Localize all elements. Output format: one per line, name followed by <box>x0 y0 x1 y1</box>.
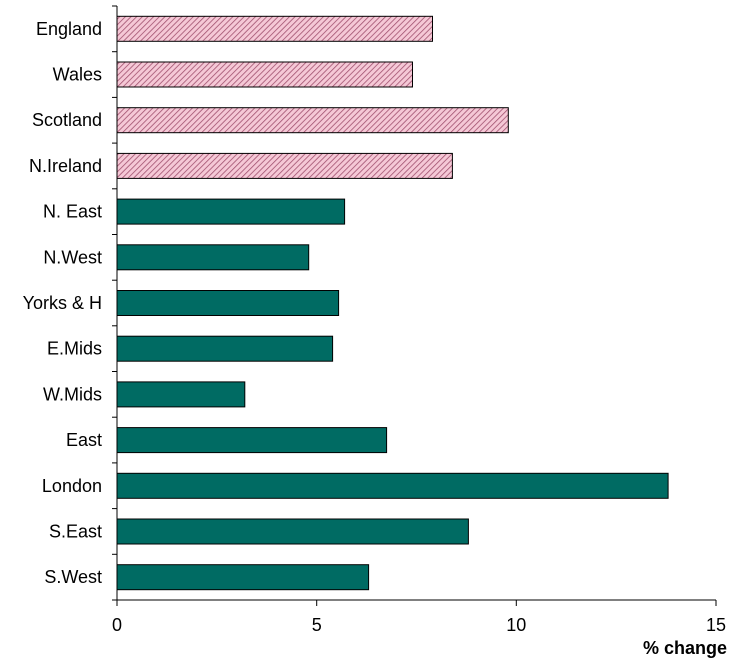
category-label: Yorks & H <box>23 293 102 313</box>
bar-east <box>116 427 388 454</box>
category-label: England <box>36 19 102 39</box>
x-tick-label: 10 <box>506 615 526 635</box>
category-label: Scotland <box>32 110 102 130</box>
category-label: N.West <box>43 247 102 267</box>
bars-layer <box>116 15 669 591</box>
bar-s-east <box>116 518 469 545</box>
category-label: S.East <box>49 522 102 542</box>
category-label: N.Ireland <box>29 156 102 176</box>
category-label: London <box>42 476 102 496</box>
bar-n-east <box>116 198 346 225</box>
bar-scotland <box>116 107 509 134</box>
x-tick-label: 15 <box>706 615 726 635</box>
bar-yorks-h <box>116 290 340 316</box>
category-label: N. East <box>43 202 102 222</box>
bar-w-mids <box>116 381 246 408</box>
x-tick-label: 5 <box>312 615 322 635</box>
bar-wales <box>116 61 413 88</box>
bar-england <box>116 15 433 42</box>
bar-london <box>116 472 669 499</box>
category-label: Wales <box>53 65 102 85</box>
category-label: East <box>66 430 102 450</box>
bar-s-west <box>116 564 370 591</box>
category-label: E.Mids <box>47 339 102 359</box>
category-label: W.Mids <box>43 384 102 404</box>
axes-layer: England Wales Scotland N.Ireland N. East N.We… <box>23 5 726 635</box>
bar-n-ireland <box>116 152 453 179</box>
x-tick-label: 0 <box>112 615 122 635</box>
category-label: S.West <box>44 567 102 587</box>
bar-n-west <box>116 244 310 271</box>
x-axis-title: % change <box>643 638 727 658</box>
bar-e-mids <box>116 335 334 362</box>
